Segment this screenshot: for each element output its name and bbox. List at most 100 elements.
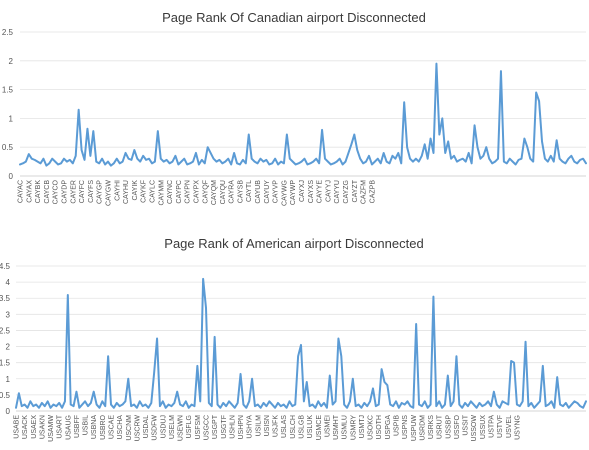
x-tick-label: CAZPB (369, 180, 376, 204)
x-tick-label: USTPA (489, 415, 496, 438)
x-tick-label: CAYWP (290, 180, 297, 205)
x-tick-label: USHLN (229, 415, 236, 439)
x-tick-label: CAYGP (97, 180, 104, 204)
x-tick-label: USGTF (221, 415, 228, 439)
x-tick-label: USAMW (48, 415, 55, 442)
x-tick-label: CAYWG (281, 180, 288, 206)
y-tick-label: 2.5 (2, 28, 14, 37)
x-tick-label: USMLU (342, 415, 349, 440)
y-tick-label: 1.5 (2, 86, 14, 95)
x-tick-label: USDAL (143, 415, 150, 438)
x-tick-label: USELM (169, 415, 176, 439)
x-tick-label: USHYA (247, 415, 254, 439)
x-tick-label: USRDM (419, 415, 426, 441)
x-tick-label: USTVF (497, 415, 504, 438)
x-tick-label: USLUK (307, 415, 314, 439)
x-tick-label: USLCH (290, 415, 297, 439)
x-tick-label: CAYNC (167, 180, 174, 204)
series-line (15, 277, 587, 409)
x-tick-label: CAYXJ (299, 180, 306, 202)
x-tick-label: USMHT (333, 414, 340, 440)
x-tick-label: USBNA (91, 415, 98, 439)
x-tick-label: USAKN (39, 415, 46, 439)
x-tick-label: USDFW (152, 415, 159, 441)
x-tick-label: USOTH (376, 415, 383, 440)
x-tick-label: CAYFS (88, 180, 95, 203)
x-tick-label: CAYLC (149, 180, 156, 203)
x-tick-label: USEWN (178, 415, 185, 441)
y-tick-label: 2 (6, 343, 11, 352)
x-tick-label: USPNS (402, 415, 409, 439)
canadian-chart: Page Rank Of Canadian airport Disconnect… (2, 10, 587, 206)
x-tick-label: CAYRA (229, 180, 236, 204)
x-tick-label: CAYQF (202, 180, 209, 204)
x-tick-label: USGPT (212, 414, 219, 439)
x-tick-label: USPIB (394, 415, 401, 436)
x-tick-label: USGCC (204, 415, 211, 440)
x-tick-label: CAYER (70, 180, 77, 204)
x-tick-label: CAZFM (361, 180, 368, 204)
x-tick-label: CAYMM (158, 180, 165, 206)
x-tick-label: USVEL (506, 415, 513, 438)
x-tick-label: USMTJ (359, 415, 366, 438)
x-tick-label: CAYVP (273, 180, 280, 204)
x-tick-label: USCNM (126, 415, 133, 441)
chart-title: Page Rank of American airport Disconnect… (164, 236, 423, 251)
x-tick-label: USSIT (463, 414, 470, 435)
x-tick-label: CAYHI (114, 180, 121, 201)
canadian-chart-svg: Page Rank Of Canadian airport Disconnect… (2, 10, 587, 206)
x-tick-label: CAYGW (105, 180, 112, 206)
x-tick-label: USPUW (411, 415, 418, 441)
x-tick-label: USSFO (454, 414, 461, 439)
x-tick-label: USOKC (368, 415, 375, 440)
x-tick-label: CAYYJ (325, 180, 332, 202)
x-tick-label: USFSM (195, 415, 202, 440)
x-tick-label: CAYCO (53, 179, 60, 204)
y-tick-label: 0 (9, 172, 14, 181)
x-tick-label: USPGA (385, 415, 392, 440)
x-tick-label: USYNG (514, 415, 521, 440)
x-tick-label: USABE (14, 415, 21, 439)
x-tick-label: CAYYU (334, 180, 341, 204)
y-tick-label: 1 (6, 375, 11, 384)
x-tick-label: CAYQU (220, 180, 227, 204)
x-tick-label: USBIL (83, 415, 90, 435)
x-tick-label: CAYDP (61, 180, 68, 204)
x-tick-label: USHPN (238, 415, 245, 440)
x-tick-label: CAYIK (132, 180, 139, 201)
x-tick-label: CAYPN (185, 180, 192, 204)
x-tick-label: CAYXS (308, 180, 315, 204)
x-tick-label: CAYPC (176, 180, 183, 204)
x-tick-label: USCHA (117, 415, 124, 440)
x-tick-label: USCRW (134, 415, 141, 442)
y-tick-label: 3 (6, 310, 11, 319)
series-line (19, 62, 587, 167)
x-tick-label: CAYHU (123, 180, 130, 204)
x-tick-label: USLAS (281, 415, 288, 438)
x-tick-label: USFLG (186, 415, 193, 438)
x-tick-label: CAYKF (141, 180, 148, 203)
x-tick-label: CAYCB (44, 180, 51, 204)
x-tick-label: USBRO (100, 414, 107, 439)
y-tick-label: 0 (6, 407, 11, 416)
x-tick-label: USILM (255, 415, 262, 437)
y-tick-label: 2.5 (0, 326, 11, 335)
x-tick-label: USBFF (74, 415, 81, 438)
x-tick-label: CAYBK (35, 180, 42, 204)
x-tick-label: USMEI (324, 415, 331, 437)
x-tick-label: CAYAX (26, 180, 33, 203)
x-tick-label: USMCE (316, 415, 323, 441)
x-tick-label: CAYYE (317, 180, 324, 204)
x-tick-label: CAYFC (79, 180, 86, 203)
x-tick-label: CAYPX (193, 180, 200, 204)
x-tick-label: USAEX (31, 415, 38, 439)
x-tick-label: USSOW (471, 415, 478, 442)
x-tick-label: USSBP (445, 415, 452, 439)
x-tick-label: CAYZT (352, 179, 359, 202)
y-tick-label: 3.5 (0, 294, 11, 303)
y-tick-label: 1 (9, 114, 14, 123)
x-tick-label: USLGB (299, 415, 306, 439)
chart-title: Page Rank Of Canadian airport Disconnect… (162, 10, 426, 25)
y-tick-label: 1.5 (0, 359, 11, 368)
x-tick-label: USCAE (109, 415, 116, 439)
